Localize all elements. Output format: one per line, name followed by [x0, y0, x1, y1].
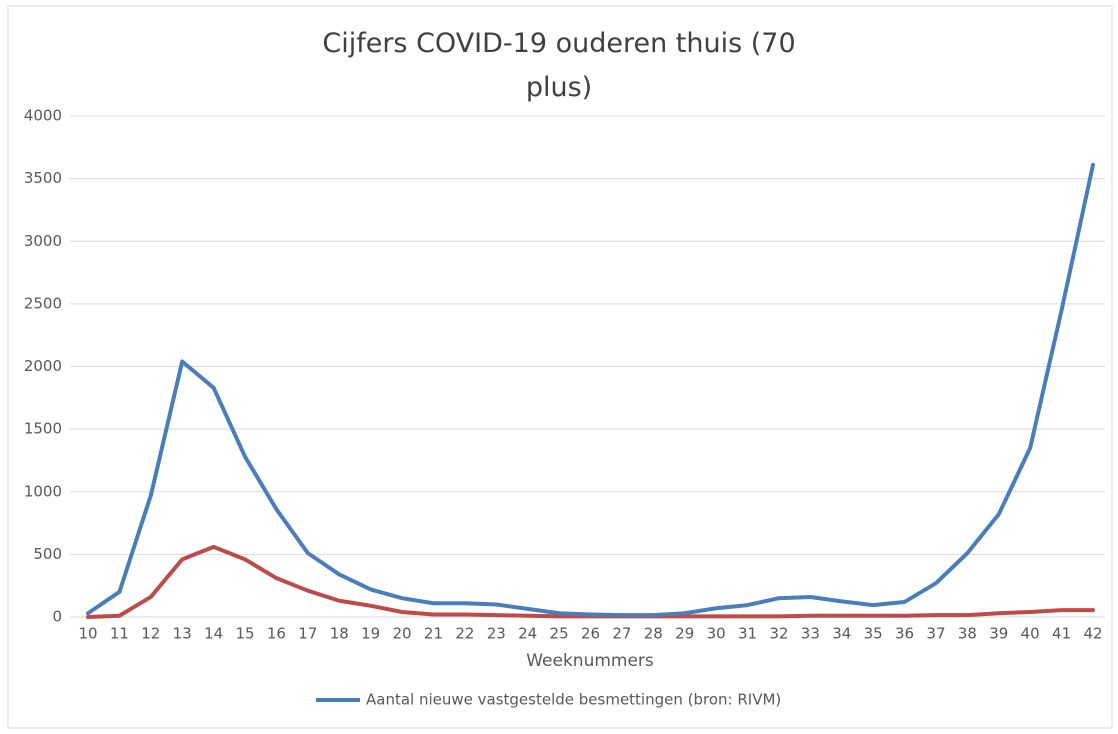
y-tick-label: 1000: [24, 482, 62, 500]
x-tick-label: 16: [267, 625, 286, 643]
x-tick-label: 18: [330, 625, 349, 643]
x-tick-label: 36: [895, 625, 914, 643]
x-tick-label: 40: [1021, 625, 1040, 643]
x-tick-label: 12: [141, 625, 160, 643]
x-tick-label: 33: [801, 625, 820, 643]
x-tick-label: 32: [769, 625, 788, 643]
x-tick-label: 19: [361, 625, 380, 643]
x-tick-label: 34: [832, 625, 851, 643]
x-tick-label: 24: [518, 625, 537, 643]
x-tick-label: 38: [958, 625, 977, 643]
line-series: [86, 162, 1095, 618]
y-tick-label: 3500: [24, 169, 62, 187]
x-tick-label: 26: [581, 625, 600, 643]
y-tick-label: 3000: [24, 232, 62, 250]
y-tick-label: 500: [33, 545, 62, 563]
x-tick-label: 28: [644, 625, 663, 643]
x-tick-label: 13: [173, 625, 192, 643]
x-tick-label: 17: [298, 625, 317, 643]
legend-label: Aantal nieuwe vastgestelde besmettingen …: [366, 691, 781, 709]
x-tick-label: 31: [738, 625, 757, 643]
y-tick-label: 1500: [24, 420, 62, 438]
x-tick-label: 25: [550, 625, 569, 643]
x-axis-title: Weeknummers: [526, 651, 654, 671]
y-tick-label: 2000: [24, 357, 62, 375]
line-series: [86, 544, 1095, 619]
x-tick-label: 27: [612, 625, 631, 643]
x-tick-label: 37: [926, 625, 945, 643]
x-tick-label: 10: [78, 625, 97, 643]
x-tick-label: 14: [204, 625, 223, 643]
y-tick-label: 0: [52, 608, 62, 626]
x-tick-label: 39: [989, 625, 1008, 643]
x-tick-label: 21: [424, 625, 443, 643]
y-tick-label: 4000: [24, 107, 62, 125]
x-tick-label: 42: [1083, 625, 1102, 643]
x-tick-label: 30: [707, 625, 726, 643]
x-tick-label: 22: [455, 625, 474, 643]
x-tick-label: 23: [487, 625, 506, 643]
x-tick-label: 11: [110, 625, 129, 643]
x-tick-label: 41: [1052, 625, 1071, 643]
x-tick-label: 15: [235, 625, 254, 643]
chart-title: Cijfers COVID-19 ouderen thuis (70 plus): [322, 28, 796, 103]
x-tick-label: 35: [864, 625, 883, 643]
x-tick-label: 29: [675, 625, 694, 643]
chart-border: [7, 5, 1113, 729]
x-tick-label: 20: [393, 625, 412, 643]
y-tick-label: 2500: [24, 294, 62, 312]
